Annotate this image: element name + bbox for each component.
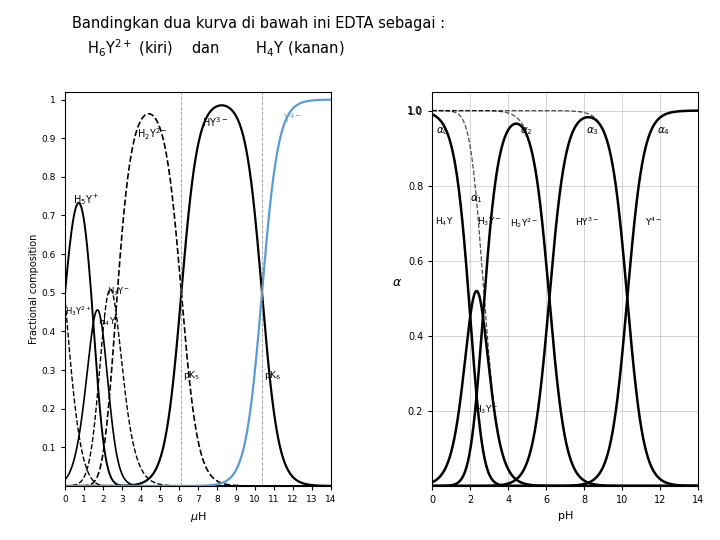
Text: H$_3$Y$^-$: H$_3$Y$^-$ (107, 285, 130, 298)
Text: H$_5$Y$^+$: H$_5$Y$^+$ (73, 192, 99, 207)
Y-axis label: Fractional composition: Fractional composition (29, 234, 39, 344)
Text: H$_4$Y: H$_4$Y (98, 316, 117, 328)
Text: H$_6$Y$^{2+}$ (kiri)    dan        H$_4$Y (kanan): H$_6$Y$^{2+}$ (kiri) dan H$_4$Y (kanan) (87, 38, 345, 59)
Text: $\alpha_0$: $\alpha_0$ (436, 126, 449, 137)
Text: HY$^{3-}$: HY$^{3-}$ (575, 215, 599, 228)
Text: $\alpha_3$: $\alpha_3$ (586, 126, 599, 137)
Text: H$_2$Y$^{2-}$: H$_2$Y$^{2-}$ (137, 126, 168, 142)
X-axis label: pH: pH (557, 511, 573, 521)
Text: $\alpha_4$: $\alpha_4$ (657, 126, 670, 137)
Text: H$_3$Y$^-$: H$_3$Y$^-$ (474, 403, 498, 416)
Text: H$_3$Y$^{2+}$: H$_3$Y$^{2+}$ (65, 305, 92, 318)
Text: Y$^{4-}$: Y$^{4-}$ (645, 215, 662, 228)
Text: 1.0: 1.0 (408, 106, 423, 116)
X-axis label: $\mu$H: $\mu$H (189, 510, 206, 524)
Text: H$_2$Y$^{2-}$: H$_2$Y$^{2-}$ (510, 215, 539, 230)
Text: HY$^{3-}$: HY$^{3-}$ (202, 115, 228, 129)
Text: H$_3$Y$^-$: H$_3$Y$^-$ (477, 215, 501, 228)
Text: pK$_6$: pK$_6$ (264, 369, 282, 382)
Text: Y$^{4-}$: Y$^{4-}$ (284, 111, 302, 125)
Text: Bandingkan dua kurva di bawah ini EDTA sebagai :: Bandingkan dua kurva di bawah ini EDTA s… (72, 16, 445, 31)
Y-axis label: $\alpha$: $\alpha$ (392, 276, 402, 289)
Text: $\alpha_2$: $\alpha_2$ (520, 126, 532, 137)
Text: H$_4$Y: H$_4$Y (435, 215, 454, 228)
Text: $\alpha_1$: $\alpha_1$ (470, 193, 483, 205)
Text: pK$_5$: pK$_5$ (184, 369, 200, 382)
